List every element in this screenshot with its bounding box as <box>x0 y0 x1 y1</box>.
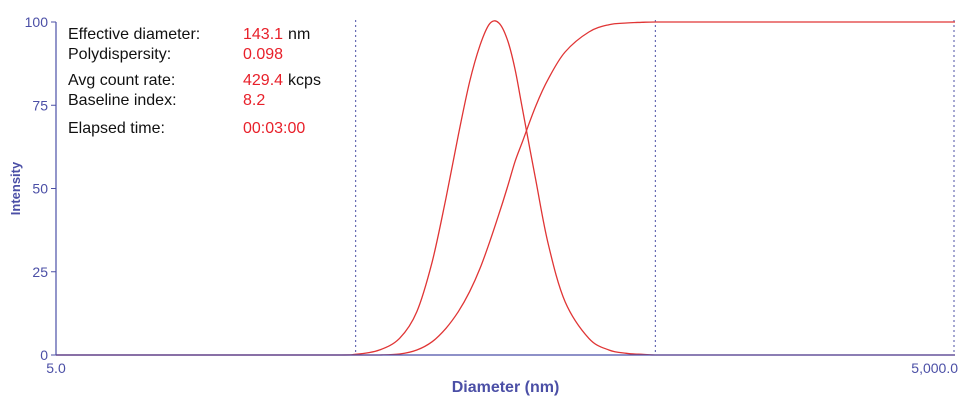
stat-value: 00:03:00 <box>243 119 305 139</box>
stat-number: 8.2 <box>243 92 266 109</box>
y-tick-label: 75 <box>32 97 48 113</box>
y-tick-label: 25 <box>32 264 48 280</box>
stat-label: Baseline index: <box>68 92 177 109</box>
cumulative-curve <box>56 21 955 356</box>
stat-unit: kcps <box>288 72 321 89</box>
stat-unit: nm <box>288 26 311 43</box>
y-tick-label: 0 <box>40 347 48 363</box>
x-axis-title: Diameter (nm) <box>452 379 560 396</box>
stat-value: 8.2 <box>243 91 265 111</box>
y-axis-title: Intensity <box>8 161 23 215</box>
x-tick-label: 5,000.0 <box>911 360 958 376</box>
stat-value: 143.1 nm <box>243 25 310 45</box>
distribution-curve <box>56 20 955 356</box>
y-tick-label: 50 <box>32 181 48 197</box>
y-tick-label: 100 <box>25 14 49 30</box>
stat-number: 0.098 <box>243 46 284 63</box>
x-tick-label: 5.0 <box>46 360 66 376</box>
stat-value: 429.4 kcps <box>243 71 321 91</box>
stat-number: 143.1 <box>243 26 284 43</box>
stat-value: 0.098 <box>243 45 283 65</box>
stat-label: Polydispersity: <box>68 46 172 63</box>
stat-label: Effective diameter: <box>68 26 201 43</box>
stat-number: 429.4 <box>243 72 284 89</box>
stat-label: Elapsed time: <box>68 120 165 137</box>
stat-number: 00:03:00 <box>243 120 306 137</box>
stat-label: Avg count rate: <box>68 72 176 89</box>
